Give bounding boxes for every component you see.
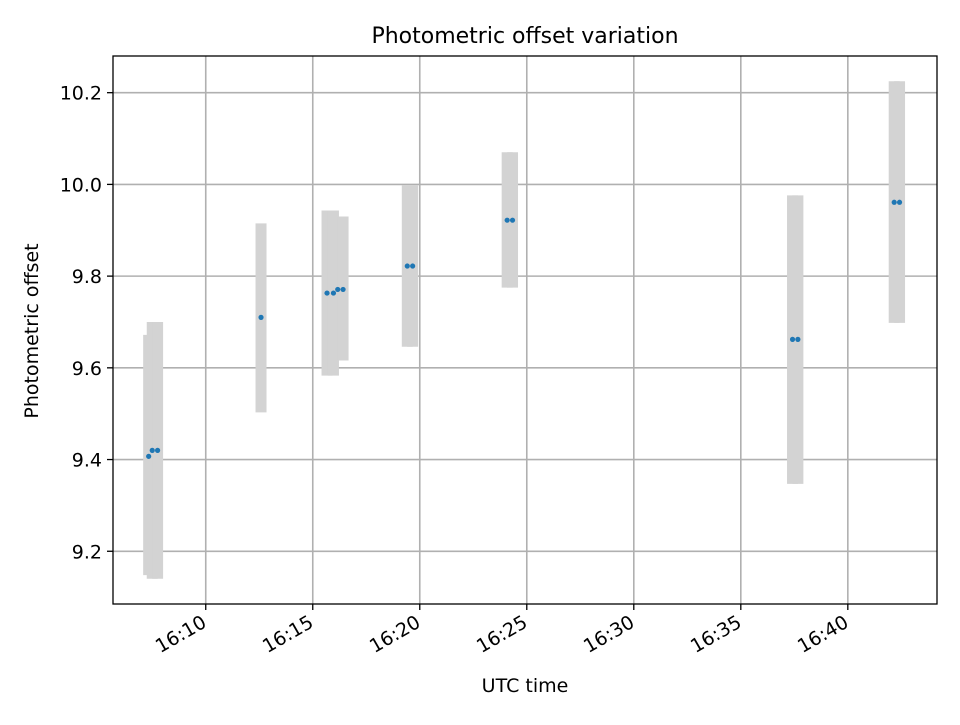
data-point — [509, 217, 516, 223]
x-tick-label: 16:35 — [687, 611, 745, 657]
x-tick-label: 16:15 — [259, 611, 317, 657]
error-bars — [143, 81, 906, 579]
data-point — [154, 447, 161, 453]
data-point — [795, 336, 801, 343]
x-axis-label: UTC time — [482, 675, 569, 697]
y-tick-label: 10.0 — [60, 174, 102, 196]
data-point — [504, 217, 510, 223]
plot-area-frame — [112, 55, 938, 605]
x-tick-label: 16:20 — [366, 611, 424, 657]
x-tick-label: 16:40 — [794, 611, 852, 657]
x-tick-label: 16:10 — [152, 611, 210, 657]
y-tick-label: 10.2 — [60, 83, 102, 105]
y-axis-label: Photometric offset — [21, 243, 43, 418]
y-tick-label: 9.8 — [72, 266, 102, 288]
data-point — [891, 199, 897, 205]
data-points — [146, 199, 903, 459]
data-point — [324, 290, 330, 296]
data-point — [340, 286, 346, 293]
data-point — [330, 290, 337, 296]
grid-layer — [113, 56, 937, 604]
data-point — [896, 199, 903, 205]
y-axis-ticks: 9.2 9.4 9.6 9.8 10.0 10.2 — [60, 83, 113, 563]
y-tick-label: 9.6 — [72, 358, 102, 380]
data-point — [410, 263, 416, 269]
data-point — [789, 336, 796, 343]
y-tick-label: 9.2 — [72, 541, 102, 563]
data-point — [335, 286, 341, 293]
data-point — [404, 263, 410, 269]
data-point — [149, 447, 155, 453]
y-tick-label: 9.4 — [72, 450, 102, 472]
x-tick-label: 16:30 — [580, 611, 638, 657]
data-point — [258, 314, 264, 320]
chart-title: Photometric offset variation — [371, 24, 678, 49]
x-tick-label: 16:25 — [473, 611, 531, 657]
x-axis-ticks: 16:10 16:15 16:20 16:25 16:30 16:35 16:40 — [152, 604, 852, 658]
data-point — [146, 453, 152, 459]
